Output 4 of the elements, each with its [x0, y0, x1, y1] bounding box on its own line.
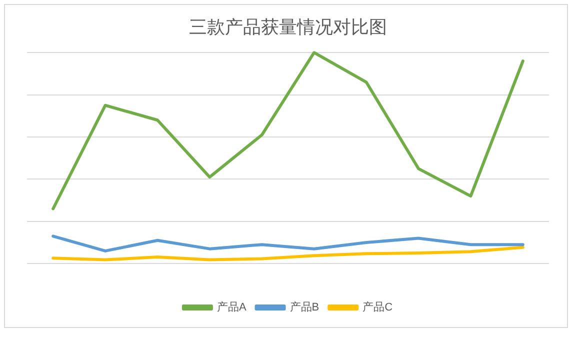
legend-label: 产品B — [290, 300, 320, 314]
legend-label: 产品C — [362, 300, 393, 314]
chart-title: 三款产品获量情况对比图 — [189, 16, 387, 37]
legend-label: 产品A — [216, 300, 247, 314]
